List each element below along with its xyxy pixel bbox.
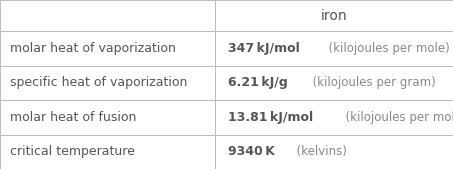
Text: molar heat of vaporization: molar heat of vaporization	[10, 42, 176, 55]
Bar	[215, 31, 453, 66]
Bar	[215, 66, 453, 100]
Bar	[0, 100, 215, 135]
Text: (kelvins): (kelvins)	[289, 145, 347, 158]
Bar	[215, 135, 453, 169]
Text: 9340 K: 9340 K	[228, 145, 275, 158]
Text: critical temperature: critical temperature	[10, 145, 135, 158]
Bar	[215, 0, 453, 31]
Text: 347 kJ/mol: 347 kJ/mol	[228, 42, 300, 55]
Bar	[0, 0, 215, 31]
Text: (kilojoules per mole): (kilojoules per mole)	[321, 42, 450, 55]
Bar	[215, 100, 453, 135]
Text: iron: iron	[321, 9, 347, 23]
Bar	[0, 66, 215, 100]
Text: 13.81 kJ/mol: 13.81 kJ/mol	[228, 111, 313, 124]
Text: 6.21 kJ/g: 6.21 kJ/g	[228, 76, 288, 89]
Text: (kilojoules per gram): (kilojoules per gram)	[305, 76, 436, 89]
Bar	[0, 31, 215, 66]
Bar	[0, 135, 215, 169]
Text: molar heat of fusion: molar heat of fusion	[10, 111, 136, 124]
Text: (kilojoules per mole): (kilojoules per mole)	[338, 111, 453, 124]
Text: specific heat of vaporization: specific heat of vaporization	[10, 76, 188, 89]
